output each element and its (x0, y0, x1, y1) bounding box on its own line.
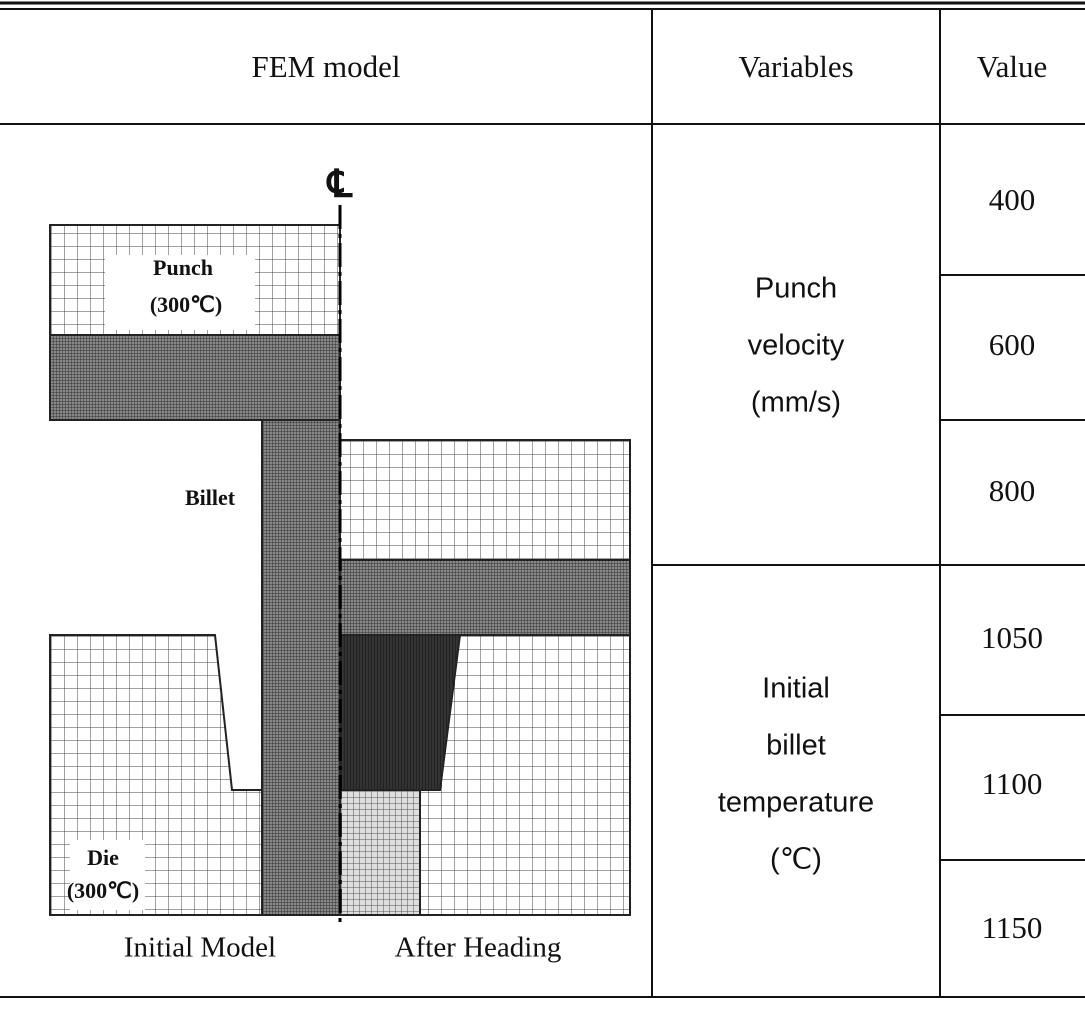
figure-label: Die (87, 845, 119, 870)
fem-figure (50, 205, 630, 925)
value-cell: 800 (989, 473, 1036, 508)
header-cell: Variables (738, 49, 853, 84)
variable-name: Punch (755, 273, 837, 305)
header-cell: Value (977, 49, 1048, 84)
figure-caption: Initial Model (124, 932, 276, 964)
value-cell: 1150 (982, 910, 1043, 945)
value-cell: 600 (989, 327, 1036, 362)
variable-name: temperature (718, 787, 874, 819)
figure-label: Billet (185, 485, 236, 510)
centerline-label: ℄ (326, 164, 353, 206)
value-cell: 400 (989, 182, 1036, 217)
table-figure: FEM model Variables Value ℄ Punch (300℃)… (0, 0, 1085, 1009)
variable-name: (mm/s) (751, 387, 841, 419)
value-cell: 1050 (981, 620, 1043, 655)
page: FEM model Variables Value ℄ Punch (300℃)… (0, 0, 1085, 1009)
figure-label: Punch (153, 255, 213, 280)
variable-name: billet (766, 730, 826, 762)
figure-caption: After Heading (395, 932, 562, 964)
header-cell: FEM model (252, 49, 401, 84)
variable-name: velocity (748, 330, 845, 362)
variable-name: Initial (762, 673, 830, 705)
value-cell: 1100 (982, 766, 1043, 801)
figure-label: (300℃) (67, 878, 139, 903)
variable-name: (℃) (770, 844, 822, 876)
figure-label: (300℃) (150, 292, 222, 317)
